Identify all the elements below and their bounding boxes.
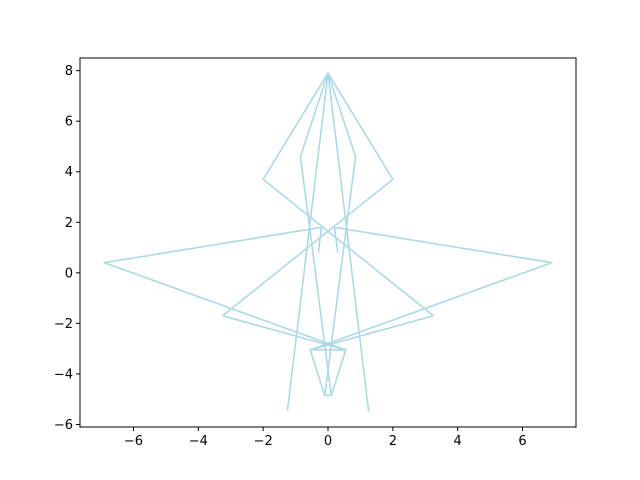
y-tick-label: 8	[65, 64, 73, 79]
x-tick-label: −2	[254, 434, 273, 449]
series-line-6	[299, 156, 333, 396]
x-tick-label: 0	[324, 434, 332, 449]
series-line-4	[222, 178, 394, 317]
x-tick-label: −4	[189, 434, 208, 449]
y-tick-label: 4	[65, 165, 73, 180]
y-axis-ticks: −6 −4 −2 0 2 4 6 8	[54, 64, 80, 433]
series-line-8	[222, 315, 434, 351]
x-tick-label: 6	[518, 434, 526, 449]
y-tick-label: 0	[65, 266, 73, 281]
series-line-9	[309, 349, 347, 397]
x-tick-label: 2	[389, 434, 397, 449]
x-tick-label: 4	[454, 434, 462, 449]
series-line-1	[286, 72, 370, 412]
y-tick-label: −4	[54, 367, 73, 382]
series-line-11	[309, 226, 553, 351]
y-tick-label: 2	[65, 216, 73, 231]
y-tick-label: −2	[54, 317, 73, 332]
x-tick-label: −6	[124, 434, 143, 449]
series-line-7	[323, 156, 357, 396]
series-line-10	[103, 226, 347, 351]
series-line-5	[299, 72, 357, 157]
y-tick-label: −6	[54, 418, 73, 433]
plot-lines	[103, 72, 553, 412]
y-tick-label: 6	[65, 115, 73, 130]
x-axis-ticks: −6 −4 −2 0 2 4 6	[124, 427, 527, 449]
series-line-3	[262, 178, 434, 317]
